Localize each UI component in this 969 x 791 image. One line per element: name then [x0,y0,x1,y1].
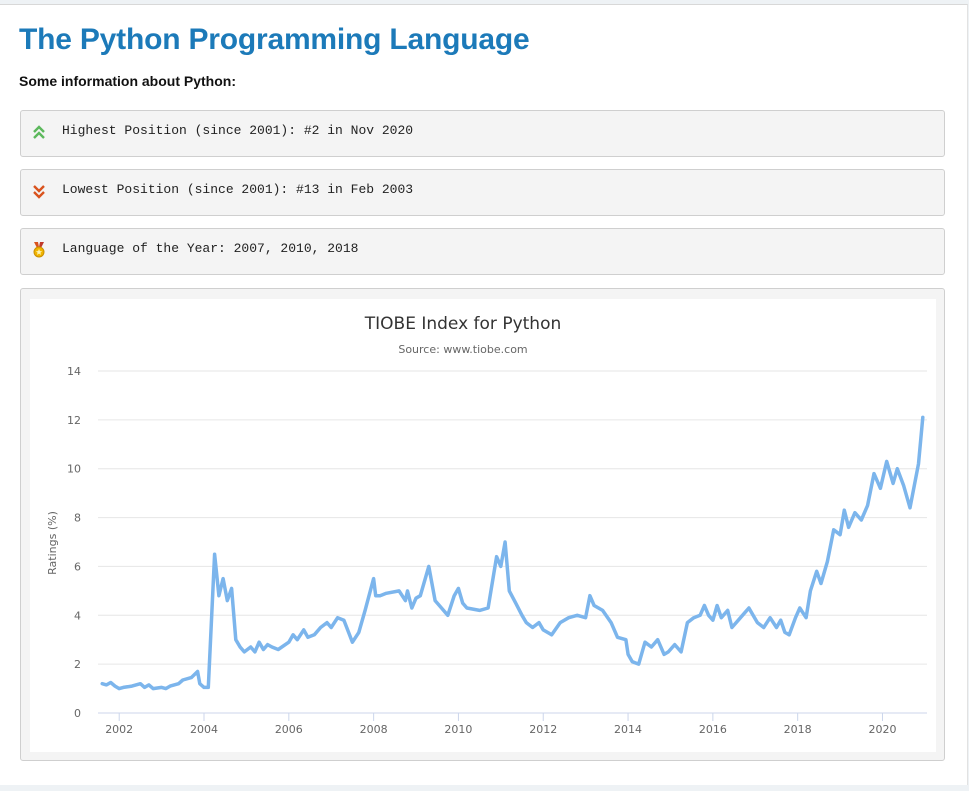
x-tick-label: 2020 [868,723,896,736]
double-chevron-up-icon [33,125,45,139]
x-tick-label: 2014 [614,723,642,736]
chart-title: TIOBE Index for Python [364,314,562,334]
y-tick-label: 12 [67,414,81,427]
language-of-year-box: Language of the Year: 2007, 2010, 2018 [20,228,945,275]
y-axis-label: Ratings (%) [46,511,59,575]
y-tick-label: 6 [74,560,81,573]
page-title: The Python Programming Language [19,23,530,56]
x-tick-label: 2016 [699,723,727,736]
x-tick-label: 2010 [444,723,472,736]
x-tick-label: 2012 [529,723,557,736]
lowest-position-box: Lowest Position (since 2001): #13 in Feb… [20,169,945,216]
python-rating-line [100,415,925,691]
page-content: The Python Programming Language Some inf… [0,4,968,785]
chart-container: TIOBE Index for Python Source: www.tiobe… [20,288,945,761]
x-tick-label: 2008 [360,723,388,736]
x-tick-label: 2018 [784,723,812,736]
y-tick-label: 14 [67,365,81,378]
highest-position-text: Highest Position (since 2001): #2 in Nov… [62,123,414,138]
chart-panel: TIOBE Index for Python Source: www.tiobe… [30,299,936,752]
highest-position-box: Highest Position (since 2001): #2 in Nov… [20,110,945,157]
y-tick-label: 0 [74,707,81,720]
page-subtitle: Some information about Python: [19,73,236,89]
medal-icon [33,242,45,258]
y-tick-label: 10 [67,463,81,476]
x-tick-label: 2006 [275,723,303,736]
language-of-year-text: Language of the Year: 2007, 2010, 2018 [62,241,359,256]
x-tick-label: 2002 [105,723,133,736]
y-tick-label: 4 [74,609,81,622]
double-chevron-down-icon [33,185,45,199]
chart-subtitle: Source: www.tiobe.com [398,343,527,356]
lowest-position-text: Lowest Position (since 2001): #13 in Feb… [62,182,414,197]
x-tick-label: 2004 [190,723,218,736]
y-tick-label: 2 [74,658,81,671]
tiobe-line-chart: TIOBE Index for Python Source: www.tiobe… [46,314,927,736]
y-tick-label: 8 [74,512,81,525]
